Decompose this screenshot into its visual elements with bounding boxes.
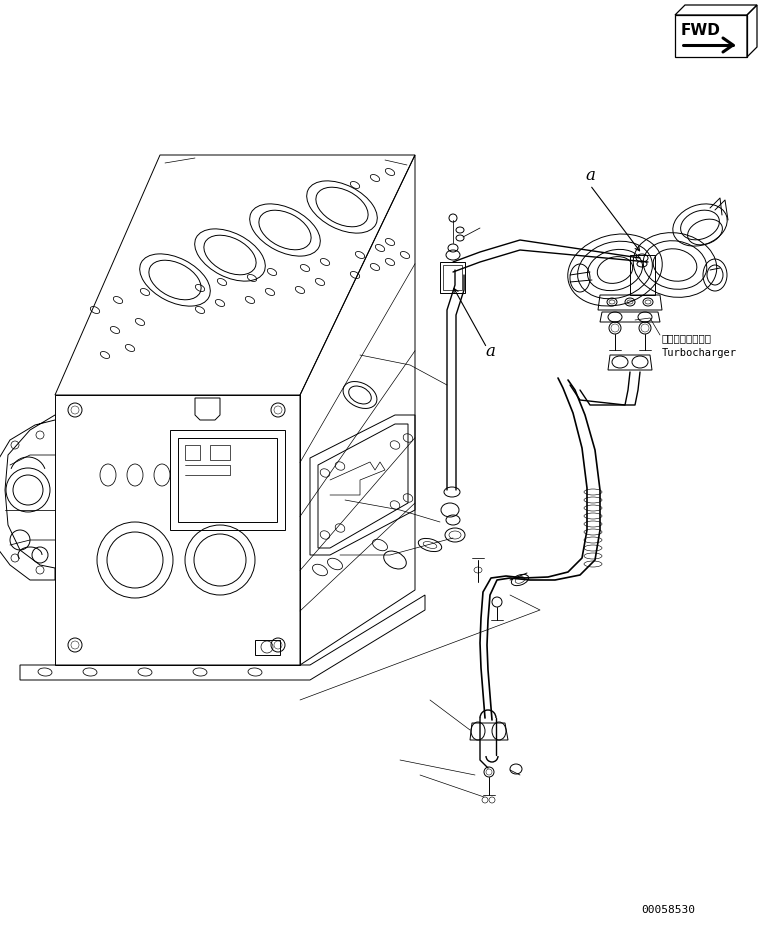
Text: a: a <box>485 344 495 361</box>
Text: FWD: FWD <box>681 23 721 38</box>
Text: Turbocharger: Turbocharger <box>662 348 737 358</box>
Text: 00058530: 00058530 <box>641 905 695 915</box>
Text: ターボチャージャ: ターボチャージャ <box>662 333 712 343</box>
Text: a: a <box>585 167 595 184</box>
Bar <box>675 15 747 57</box>
